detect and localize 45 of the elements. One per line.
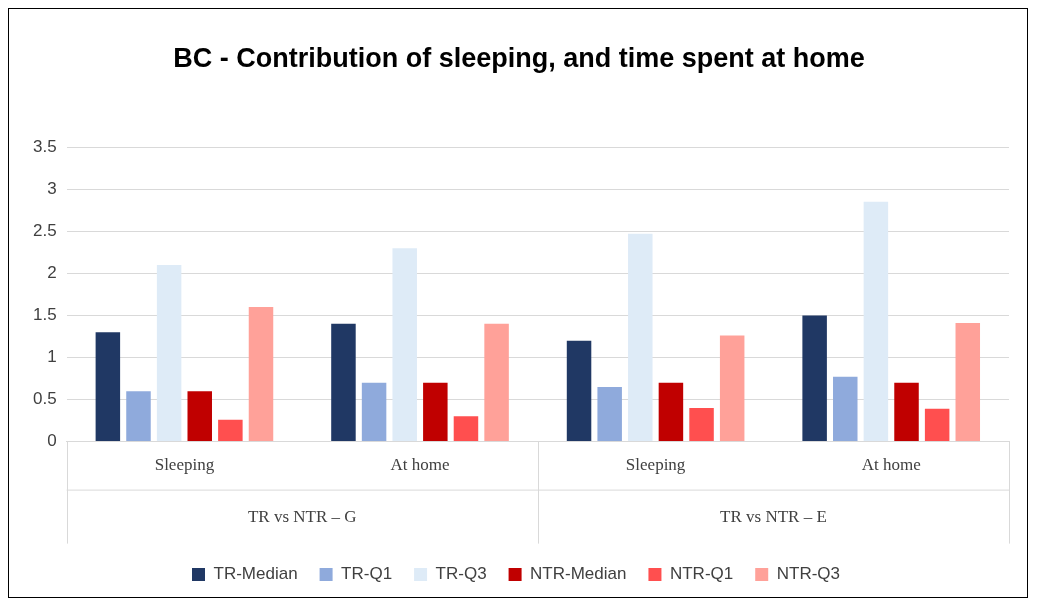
y-tick-label: 3.5 (32, 136, 57, 156)
y-tick-label: 0 (47, 431, 57, 451)
bar (218, 419, 243, 442)
chart-title: BC - Contribution of sleeping, and time spent at home (172, 43, 866, 74)
bar (361, 382, 387, 442)
bar (924, 408, 950, 442)
bar (628, 233, 653, 442)
bar (719, 335, 745, 442)
bar (833, 376, 858, 442)
bar (331, 323, 356, 442)
bar (658, 382, 684, 442)
bar (597, 386, 622, 442)
bar (894, 382, 919, 442)
x-tick-label: Sleeping (625, 455, 686, 475)
y-tick-label: 1 (47, 347, 57, 367)
x-tick-label: At home (390, 455, 450, 475)
bar (484, 323, 509, 442)
bar (453, 416, 479, 442)
legend-label: TR-Q1 (341, 564, 393, 584)
y-tick-label: 3 (47, 178, 57, 198)
y-tick-label: 2 (47, 263, 57, 283)
legend-label: NTR-Q1 (669, 564, 734, 584)
text: TR vs NTR – G (247, 507, 357, 527)
legend-label: NTR-Q3 (776, 564, 840, 584)
bar (689, 407, 714, 442)
bar (187, 391, 212, 442)
bar (566, 340, 592, 442)
bar (802, 315, 827, 442)
y-tick-label: 2.5 (32, 221, 57, 240)
bar (248, 307, 274, 442)
bar (392, 248, 417, 442)
bar (156, 264, 182, 442)
bar (863, 201, 889, 442)
x-tick-label: Sleeping (154, 455, 215, 475)
legend-label: NTR-Median (530, 564, 627, 584)
y-tick-label: 0.5 (32, 389, 57, 409)
text: TR vs NTR – E (720, 507, 827, 527)
y-tick-label: 1.5 (32, 305, 57, 325)
bar (126, 391, 151, 442)
bar (955, 323, 981, 442)
bar (95, 332, 121, 442)
bar (423, 382, 448, 442)
x-tick-label: At home (861, 455, 921, 475)
legend-label: TR-Q3 (435, 564, 487, 584)
legend-label: TR-Median (213, 564, 298, 584)
